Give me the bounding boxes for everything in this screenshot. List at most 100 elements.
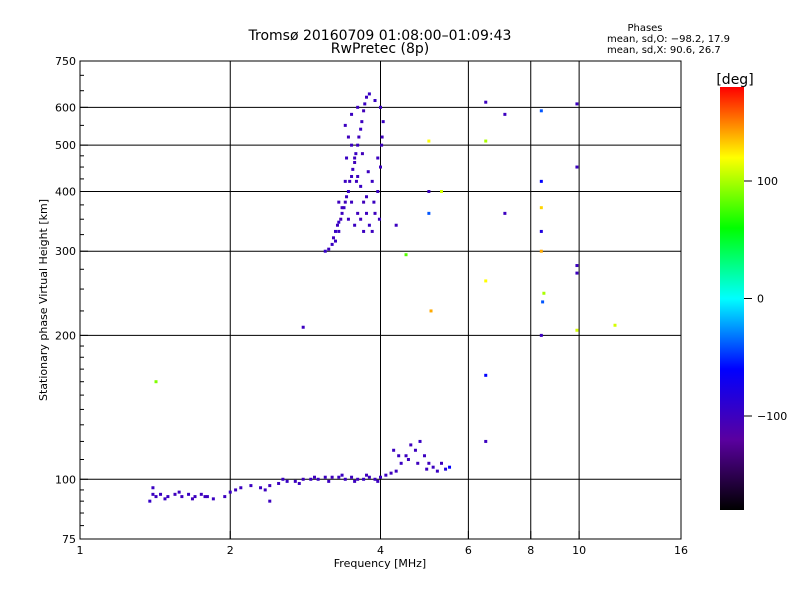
- data-point: [353, 479, 357, 483]
- data-point: [350, 112, 354, 116]
- data-point: [575, 264, 579, 268]
- data-point: [359, 184, 363, 188]
- data-point: [394, 223, 398, 227]
- data-point: [427, 189, 431, 193]
- grid-lines: [80, 61, 681, 539]
- data-point: [427, 461, 431, 465]
- data-point: [199, 492, 203, 496]
- data-points: [148, 92, 617, 503]
- data-point: [376, 479, 380, 483]
- data-point: [379, 475, 382, 479]
- data-point: [187, 492, 191, 496]
- data-point: [337, 220, 341, 224]
- data-point: [345, 195, 349, 199]
- data-point: [484, 279, 488, 283]
- data-point: [427, 211, 431, 215]
- data-point: [365, 195, 369, 199]
- data-point: [211, 497, 215, 501]
- data-point: [444, 467, 448, 471]
- data-point: [362, 229, 366, 233]
- y-tick-label: 600: [55, 101, 76, 114]
- chart-title-line2: RwPretec (8p): [331, 41, 429, 57]
- data-point: [342, 206, 346, 210]
- data-point: [397, 454, 401, 458]
- data-point: [268, 484, 272, 488]
- data-point: [293, 479, 297, 483]
- data-point: [301, 325, 305, 329]
- data-point: [367, 92, 371, 96]
- data-point: [340, 473, 344, 477]
- y-tick-label: 75: [62, 533, 76, 546]
- data-point: [333, 229, 337, 233]
- data-point: [404, 454, 408, 458]
- data-point: [337, 475, 341, 479]
- chart-title-line1: Tromsø 20160709 01:08:00–01:09:43: [248, 28, 512, 44]
- data-point: [350, 475, 354, 479]
- data-point: [539, 179, 543, 183]
- data-point: [281, 477, 285, 481]
- data-point: [370, 229, 374, 233]
- x-tick-label: 1: [77, 544, 84, 557]
- plot-area: 1 2 4 6 8 10 16 75 100 200 300 400 500 600 750: [55, 55, 688, 557]
- data-point: [350, 174, 354, 178]
- data-point: [357, 135, 361, 139]
- data-point: [353, 156, 357, 160]
- data-point: [376, 156, 380, 160]
- data-point: [234, 488, 238, 492]
- data-point: [301, 477, 305, 481]
- data-point: [376, 189, 380, 193]
- data-point: [337, 229, 341, 233]
- data-point: [575, 102, 579, 106]
- data-point: [343, 200, 347, 204]
- data-point: [330, 475, 334, 479]
- data-point: [333, 239, 337, 243]
- y-tick-label: 300: [55, 245, 76, 258]
- data-point: [503, 211, 507, 215]
- data-point: [327, 247, 331, 251]
- data-point: [370, 179, 374, 183]
- data-point: [154, 380, 158, 384]
- data-point: [373, 477, 377, 481]
- data-point: [348, 179, 352, 183]
- data-point: [406, 457, 410, 461]
- data-point: [353, 160, 357, 164]
- data-point: [503, 112, 507, 116]
- data-point: [239, 486, 243, 490]
- colorbar-gradient: [720, 87, 744, 510]
- data-point: [159, 492, 163, 496]
- data-point: [356, 143, 360, 147]
- data-point: [539, 206, 543, 210]
- data-point: [330, 242, 334, 246]
- data-point: [223, 495, 227, 499]
- phases-o-stats: mean, sd,O: −98.2, 17.9: [607, 34, 730, 45]
- data-point: [575, 271, 579, 275]
- data-point: [151, 492, 155, 496]
- data-point: [312, 475, 316, 479]
- data-point: [356, 211, 360, 215]
- data-point: [148, 499, 152, 503]
- data-point: [363, 102, 367, 106]
- data-point: [365, 95, 369, 99]
- x-tick-label: 10: [572, 544, 586, 557]
- data-point: [309, 477, 313, 481]
- data-point: [539, 249, 543, 253]
- x-tick-label: 16: [674, 544, 688, 557]
- data-point: [392, 448, 396, 452]
- colorbar: [deg] 100 0 −100: [716, 72, 787, 510]
- phases-x-stats: mean, sd,X: 90.6, 26.7: [607, 45, 721, 56]
- data-point: [365, 473, 369, 477]
- data-point: [339, 217, 343, 221]
- data-point: [356, 105, 360, 109]
- data-point: [379, 105, 382, 109]
- data-point: [205, 495, 209, 499]
- x-axis-label: Frequency [MHz]: [334, 557, 426, 570]
- data-point: [373, 211, 377, 215]
- data-point: [539, 109, 543, 113]
- data-point: [380, 143, 384, 147]
- data-point: [575, 328, 579, 332]
- data-point: [362, 109, 366, 113]
- data-point: [316, 477, 320, 481]
- data-point: [399, 461, 403, 465]
- data-point: [381, 120, 385, 124]
